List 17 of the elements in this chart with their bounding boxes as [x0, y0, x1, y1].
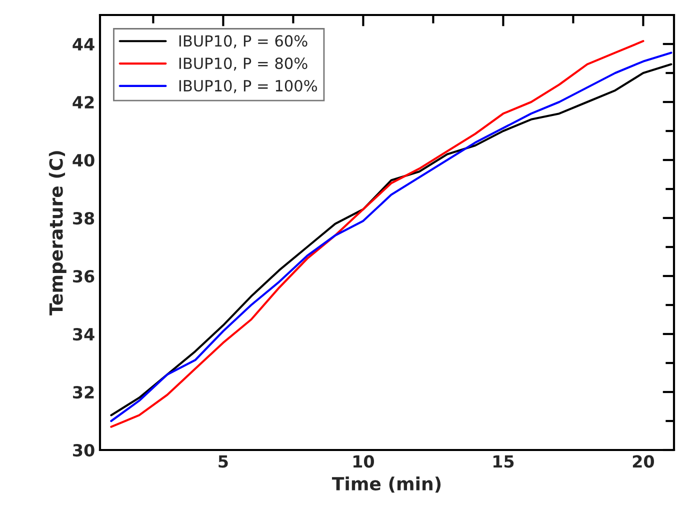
legend-label: IBUP10, P = 60% [179, 35, 308, 48]
x-tick-label: 20 [632, 455, 654, 468]
y-tick-label: 38 [73, 212, 94, 225]
y-tick-label: 32 [73, 386, 94, 399]
x-axis-title: Time (min) [332, 476, 441, 493]
x-tick-label: 15 [493, 455, 514, 468]
y-tick-label: 34 [73, 328, 94, 341]
y-tick-label: 40 [72, 154, 94, 167]
y-tick-label: 36 [73, 270, 94, 283]
legend-label: IBUP10, P = 100% [179, 80, 318, 94]
legend-label: IBUP10, P = 80% [179, 58, 308, 71]
y-axis-title: Temperature (C) [48, 151, 66, 316]
y-tick-label: 44 [72, 38, 94, 50]
y-tick-label: 42 [72, 96, 94, 108]
x-tick-label: 5 [218, 455, 228, 468]
y-tick-label: 30 [73, 444, 94, 457]
x-tick-label: 10 [353, 455, 374, 468]
